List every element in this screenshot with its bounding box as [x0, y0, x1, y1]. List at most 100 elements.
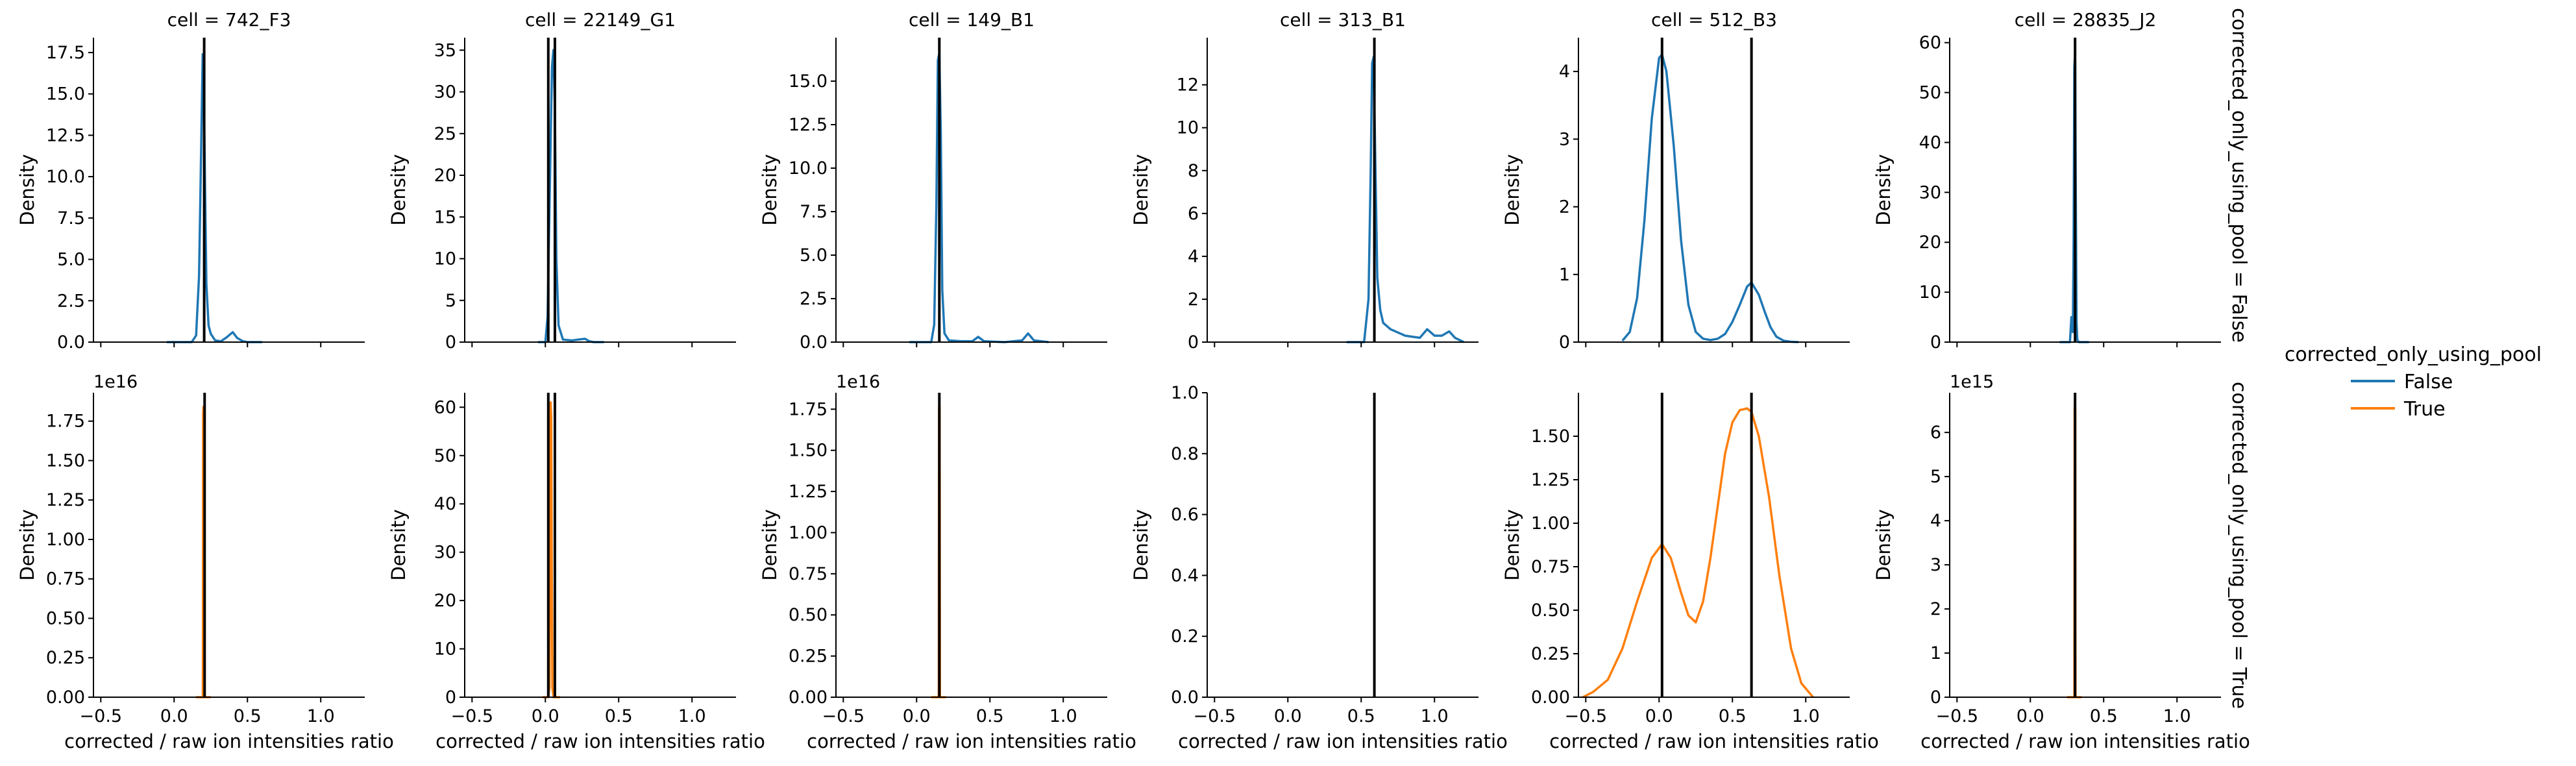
y-offset-text: 1e15	[1950, 372, 1994, 392]
y-tick-label: 1.50	[789, 441, 828, 461]
legend-title: corrected_only_using_pool	[2285, 343, 2542, 366]
facet-panel-1: cell = 742_F3 0.0 2.5 5.0 7.5 10.0 12.5 15.0 17.…	[16, 9, 365, 352]
facet-panel-2: cell = 22149_G1 0 5 10 15 20 25 30 35 Density	[387, 9, 736, 352]
facet-panel-9: 0.00 0.25 0.50 0.75 1.00 1.25 1.50 1.75 −0.5 0.0 0…	[759, 372, 1136, 752]
y-tick-label: 6	[1188, 204, 1199, 224]
y-tick-label: 12.5	[789, 115, 828, 135]
y-tick-label: 20	[434, 166, 456, 186]
y-tick-label: 10	[434, 639, 456, 660]
x-tick-label: 0.5	[605, 706, 633, 726]
y-tick-label: 1.75	[789, 399, 828, 419]
y-tick-label: 10.0	[789, 158, 828, 179]
y-tick-label: 2.5	[57, 291, 85, 311]
panel-title: cell = 512_B3	[1651, 9, 1777, 31]
y-tick-label: 0	[1188, 332, 1199, 352]
y-tick-label: 3	[1559, 129, 1570, 149]
y-tick-label: 0.50	[789, 605, 828, 625]
legend-label-false: False	[2404, 371, 2453, 393]
y-tick-label: 4	[1930, 511, 1941, 531]
y-tick-label: 1.25	[1531, 470, 1570, 490]
y-tick-label: 35	[434, 40, 456, 60]
y-tick-label: 10	[434, 249, 456, 269]
y-tick-label: 10	[1919, 282, 1941, 303]
y-tick-label: 0.50	[1531, 600, 1570, 621]
y-tick-label: 4	[1188, 247, 1199, 267]
y-tick-label: 15.0	[789, 71, 828, 92]
facet-panel-8: 0 10 20 30 40 50 60 −0.5 0.0 0.5 1.0 Density correct…	[387, 393, 765, 752]
x-tick-label: −0.5	[1936, 706, 1979, 726]
y-tick-label: 30	[1919, 182, 1941, 203]
x-tick-label: −0.5	[1565, 706, 1608, 726]
kde-line-false	[166, 53, 262, 343]
y-axis-label: Density	[16, 154, 38, 225]
y-axis-label: Density	[1501, 509, 1523, 580]
y-tick-label: 2	[1930, 599, 1941, 619]
y-tick-label: 1.00	[46, 530, 85, 550]
y-tick-label: 40	[434, 494, 456, 514]
facet-panel-12: 0 1 2 3 4 5 6 −0.5 0.0 0.5 1.0 1e15 Density corrected…	[1872, 372, 2250, 752]
y-tick-label: 50	[1919, 83, 1941, 103]
kde-line-false	[1346, 55, 1465, 343]
facet-panel-5: cell = 512_B3 0 1 2 3 4 Density	[1501, 9, 1850, 352]
y-tick-label: 17.5	[46, 43, 85, 63]
x-tick-label: 1.0	[1049, 706, 1077, 726]
facet-panel-7: 0.00 0.25 0.50 0.75 1.00 1.25 1.50 1.75 −0.5 0.0 0…	[16, 372, 394, 752]
y-tick-label: 6	[1930, 423, 1941, 443]
y-tick-label: 60	[1919, 33, 1941, 53]
x-tick-label: 0.5	[1719, 706, 1747, 726]
y-tick-label: 8	[1188, 161, 1199, 181]
x-tick-label: 0.0	[160, 706, 188, 726]
x-tick-label: 0.5	[1347, 706, 1375, 726]
y-tick-label: 5.0	[800, 245, 828, 266]
y-tick-label: 0.00	[46, 687, 85, 708]
y-tick-label: 25	[434, 124, 456, 144]
y-tick-label: 0.75	[1531, 557, 1570, 577]
y-axis-label: Density	[1872, 509, 1895, 580]
x-tick-label: −0.5	[1194, 706, 1236, 726]
x-tick-label: 0.5	[234, 706, 262, 726]
y-tick-label: 20	[434, 591, 456, 611]
y-tick-label: 12.5	[46, 125, 85, 145]
y-tick-label: 5	[445, 291, 456, 311]
y-tick-label: 0.0	[1171, 687, 1199, 708]
y-tick-label: 0.4	[1171, 565, 1199, 586]
x-axis-label: corrected / raw ion intensities ratio	[1549, 730, 1879, 752]
y-tick-label: 5.0	[57, 250, 85, 270]
y-tick-label: 30	[434, 543, 456, 563]
y-tick-label: 7.5	[57, 208, 85, 229]
y-tick-label: 2	[1559, 197, 1570, 217]
y-axis-label: Density	[387, 154, 410, 225]
y-offset-text: 1e16	[836, 372, 880, 392]
y-tick-label: 15.0	[46, 84, 85, 105]
y-tick-label: 0	[445, 687, 456, 708]
panel-title: cell = 149_B1	[909, 9, 1035, 31]
y-tick-label: 4	[1559, 62, 1570, 82]
kde-line-true	[1582, 407, 1814, 698]
y-tick-label: 1.50	[46, 451, 85, 471]
y-tick-label: 1.00	[789, 523, 828, 543]
y-tick-label: 5	[1930, 467, 1941, 487]
y-tick-label: 10.0	[46, 167, 85, 187]
x-tick-label: 0.0	[903, 706, 931, 726]
y-tick-label: 0	[445, 332, 456, 352]
facet-panels: cell = 742_F30.02.55.07.510.012.515.017.…	[16, 9, 2250, 752]
y-offset-text: 1e16	[93, 372, 138, 392]
y-axis-label: Density	[759, 509, 781, 580]
legend: corrected_only_using_pool False True	[2285, 343, 2542, 421]
y-tick-label: 30	[434, 82, 456, 103]
x-tick-label: 0.5	[2090, 706, 2118, 726]
y-tick-label: 2	[1188, 290, 1199, 310]
y-tick-label: 10	[1177, 118, 1199, 138]
x-tick-label: 0.0	[1274, 706, 1302, 726]
panel-title: cell = 22149_G1	[525, 9, 676, 31]
x-tick-label: 0.5	[976, 706, 1004, 726]
x-tick-label: 1.0	[1792, 706, 1820, 726]
y-tick-label: 7.5	[800, 202, 828, 222]
x-tick-label: −0.5	[80, 706, 123, 726]
x-tick-label: 0.0	[532, 706, 559, 726]
y-tick-label: 50	[434, 446, 456, 466]
y-tick-label: 20	[1919, 232, 1941, 253]
y-tick-label: 0.00	[789, 687, 828, 708]
y-axis-label: Density	[1501, 154, 1523, 225]
y-tick-label: 1.00	[1531, 513, 1570, 534]
